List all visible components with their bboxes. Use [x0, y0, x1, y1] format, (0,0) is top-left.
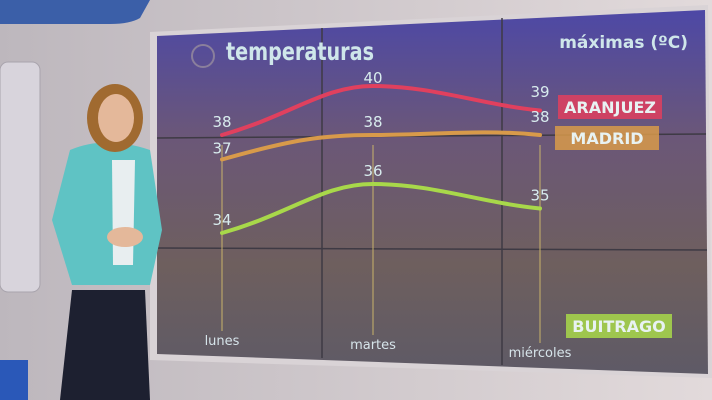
data-label: 39 — [530, 83, 549, 101]
grid-line — [156, 247, 708, 251]
studio-blue-frame — [0, 0, 150, 24]
data-label: 38 — [530, 108, 549, 126]
studio-side-panel — [0, 61, 41, 293]
data-label: 35 — [530, 187, 549, 205]
legend-swatch — [566, 314, 672, 338]
studio-blue-block — [0, 360, 28, 400]
chart-series: 38 40 39 37 38 38 34 36 35 — [212, 69, 550, 235]
data-label: 34 — [212, 211, 231, 229]
x-tick-label: lunes — [205, 334, 240, 349]
data-label: 38 — [363, 113, 382, 131]
legend-label: MADRID — [570, 129, 643, 148]
chart-subtitle: máximas (ºC) — [559, 33, 688, 53]
data-label: 36 — [363, 162, 382, 180]
legend-label: BUITRAGO — [572, 317, 666, 336]
chart-title: temperaturas — [226, 37, 374, 66]
x-tick-label: miércoles — [509, 346, 572, 361]
legend-swatch — [558, 95, 662, 119]
x-axis: lunes martes miércoles — [205, 145, 572, 361]
series-line-aranjuez — [220, 83, 542, 137]
x-tick-label: martes — [350, 338, 396, 353]
data-label: 38 — [212, 113, 231, 131]
chart-legend: ARANJUEZ MADRID BUITRAGO — [555, 95, 672, 338]
series-line-madrid — [220, 130, 542, 162]
legend-label: ARANJUEZ — [564, 98, 656, 117]
data-label: 37 — [212, 140, 231, 158]
series-line-buitrago — [220, 181, 542, 235]
back-arrow-icon — [191, 44, 215, 68]
presenter — [52, 84, 162, 400]
legend-swatch — [555, 126, 659, 150]
data-label: 40 — [363, 69, 382, 87]
